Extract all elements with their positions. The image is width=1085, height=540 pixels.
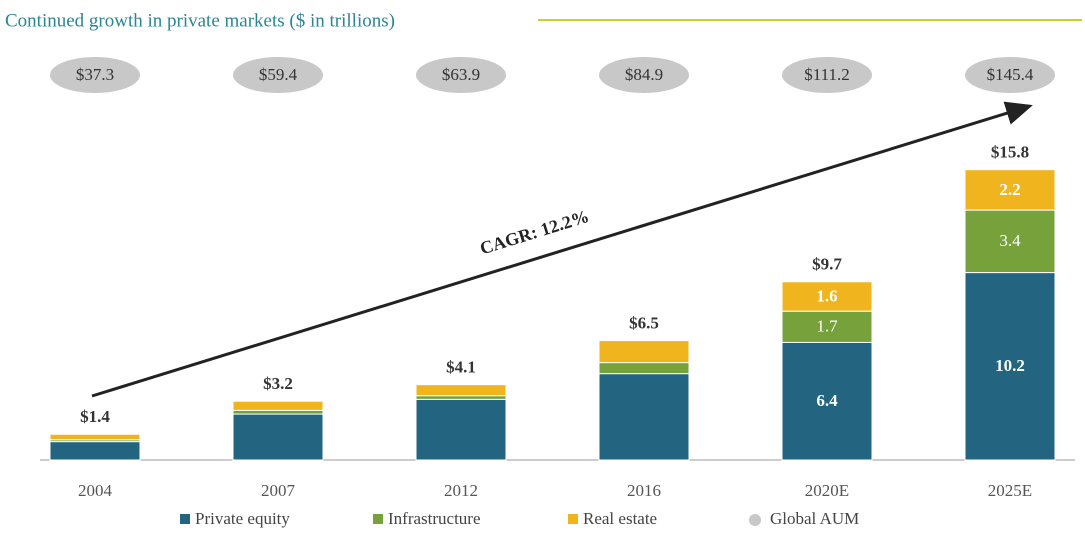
aum-bubble: [599, 57, 689, 93]
aum-label: $145.4: [987, 65, 1034, 84]
aum-label: $37.3: [76, 65, 114, 84]
bar-segment: [415, 384, 507, 397]
chart-title: Continued growth in private markets ($ i…: [5, 10, 395, 31]
x-tick-label: 2012: [444, 481, 478, 500]
aum-bubble: [50, 57, 140, 93]
aum-label: $84.9: [625, 65, 663, 84]
total-label: $3.2: [263, 374, 293, 393]
legend-swatch: [749, 514, 761, 526]
x-tick-label: 2025E: [988, 481, 1032, 500]
legend-label: Infrastructure: [388, 509, 481, 528]
cagr-label: CAGR: 12.2%: [478, 206, 592, 259]
data-label: 1.6: [816, 286, 837, 305]
total-label: $9.7: [812, 255, 842, 274]
bar-segment: [781, 310, 873, 343]
legend-swatch: [373, 514, 383, 524]
total-label: $1.4: [80, 407, 110, 426]
bar-segment: [415, 398, 507, 461]
data-label: 2.2: [999, 180, 1020, 199]
bar-segment: [232, 413, 324, 461]
aum-label: $111.2: [804, 65, 850, 84]
legend-swatch: [180, 514, 190, 524]
aum-bubble: [233, 57, 323, 93]
x-tick-label: 2016: [627, 481, 661, 500]
cagr-arrow: [91, 101, 1033, 398]
data-label: 10.2: [995, 356, 1025, 375]
aum-bubble: [416, 57, 506, 93]
bar-segment: [49, 441, 141, 461]
total-label: $4.1: [446, 358, 476, 377]
bar-segment: [598, 340, 690, 364]
x-tick-label: 2007: [261, 481, 296, 500]
aum-label: $59.4: [259, 65, 298, 84]
bar-segment: [964, 209, 1056, 274]
aum-bubble: [782, 57, 872, 93]
bar-segment: [415, 395, 507, 400]
aum-bubble: [965, 57, 1055, 93]
bar-segment: [232, 400, 324, 411]
legend-label: Private equity: [195, 509, 290, 528]
bar-segment: [598, 362, 690, 375]
x-tick-label: 2020E: [805, 481, 849, 500]
bar-segment: [964, 169, 1056, 211]
bar-segment: [49, 433, 141, 441]
bar-segment: [781, 281, 873, 312]
total-label: $15.8: [991, 143, 1029, 162]
legend-swatch: [568, 514, 578, 524]
x-tick-label: 2004: [78, 481, 113, 500]
data-label: 3.4: [999, 231, 1021, 250]
data-label: 1.7: [816, 317, 838, 336]
legend-label: Real estate: [583, 509, 657, 528]
legend-label: Global AUM: [770, 509, 859, 528]
aum-label: $63.9: [442, 65, 480, 84]
bar-segment: [232, 409, 324, 415]
total-label: $6.5: [629, 313, 659, 332]
bar-segment: [781, 341, 873, 461]
bar-segment: [598, 373, 690, 461]
data-label: 6.4: [816, 391, 838, 410]
